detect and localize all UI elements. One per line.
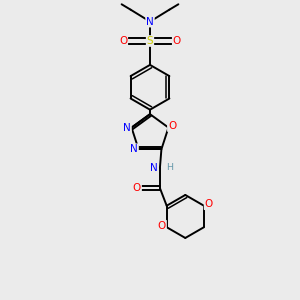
Text: N: N [123, 123, 131, 133]
Text: O: O [119, 36, 127, 46]
Text: O: O [168, 121, 176, 131]
Text: O: O [133, 183, 141, 193]
Text: O: O [205, 199, 213, 209]
Text: N: N [150, 163, 158, 173]
Text: O: O [158, 221, 166, 231]
Text: N: N [130, 144, 138, 154]
Text: H: H [167, 163, 173, 172]
Text: O: O [173, 36, 181, 46]
Text: S: S [147, 36, 153, 46]
Text: N: N [146, 16, 154, 27]
